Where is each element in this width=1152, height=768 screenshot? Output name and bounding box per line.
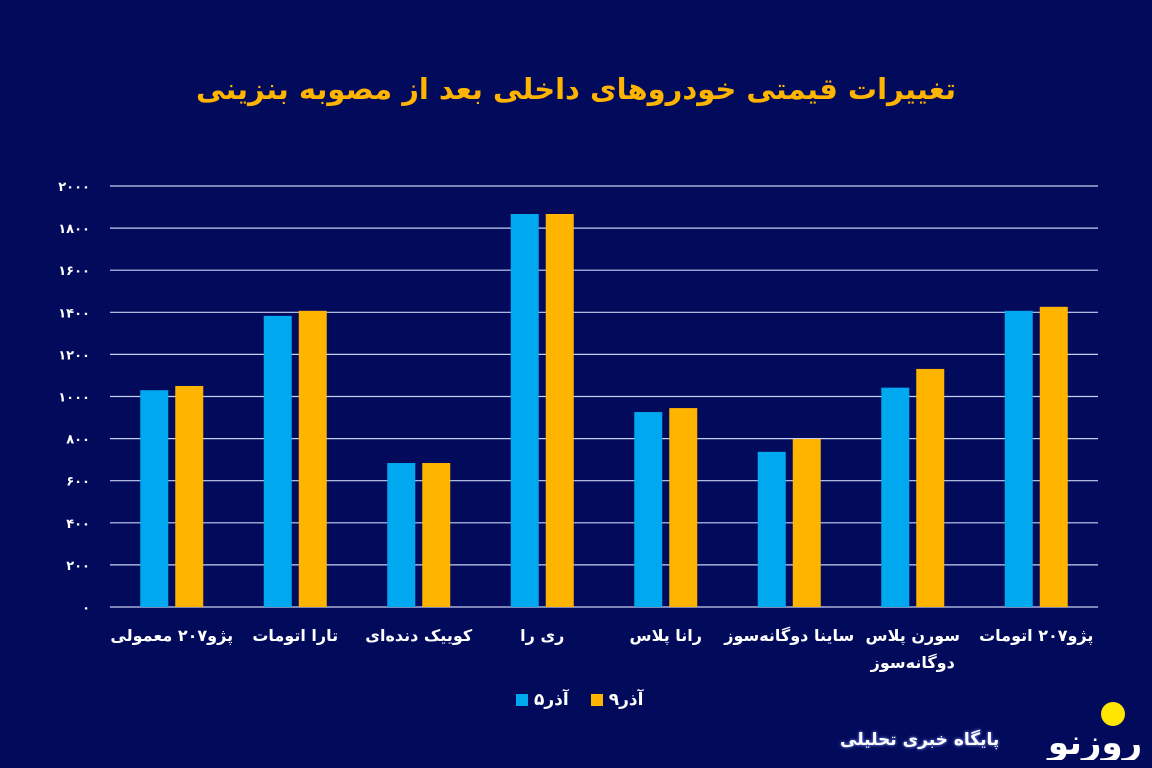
legend: ۵آذر ۹آذر: [516, 690, 643, 710]
x-tick-label: ری را: [520, 626, 564, 645]
bar: [792, 439, 821, 607]
y-tick-label: ۰: [82, 601, 90, 616]
svg-text:روزنو: روزنو: [1046, 723, 1142, 760]
legend-swatch-orange: [590, 694, 603, 706]
bar: [422, 463, 451, 607]
bar: [669, 408, 698, 607]
x-tick-label: پژو۲۰۷ معمولی: [110, 626, 233, 646]
bar: [387, 463, 416, 607]
y-tick-label: ۱۶۰۰: [58, 264, 90, 279]
bar: [881, 387, 910, 607]
y-tick-label: ۴۰۰: [66, 517, 90, 532]
bar: [263, 315, 292, 607]
x-tick-label: ساینا دوگانه‌سوز: [723, 626, 854, 645]
y-tick-label: ۸۰۰: [66, 433, 90, 448]
y-tick-label: ۱۸۰۰: [58, 222, 90, 237]
bar: [916, 368, 945, 607]
bar: [298, 310, 327, 607]
x-tick-label: رانا پلاس: [629, 626, 702, 646]
bar: [634, 412, 663, 607]
legend-label: ۹آذر: [608, 690, 644, 710]
logo-tagline: پایگاه خبری تحلیلی: [840, 730, 1000, 750]
bar: [140, 390, 169, 607]
bar: [510, 213, 539, 607]
bar: [175, 385, 204, 607]
logo-icon: روزنو: [1046, 702, 1142, 760]
legend-item-series-2: ۹آذر: [590, 690, 644, 710]
bar: [1004, 310, 1033, 607]
x-tick-label: سورن پلاس: [866, 626, 960, 646]
y-tick-label: ۲۰۰۰: [58, 180, 90, 195]
legend-label: ۵آذر: [534, 690, 569, 710]
x-tick-label: پژو۲۰۷ اتومات: [979, 626, 1093, 646]
y-tick-label: ۲۰۰: [66, 559, 90, 574]
y-tick-label: ۱۰۰۰: [58, 391, 90, 406]
x-tick-label: دوگانه‌سوز: [870, 653, 955, 672]
y-tick-label: ۱۲۰۰: [58, 348, 90, 363]
legend-swatch-blue: [516, 694, 528, 706]
y-tick-label: ۱۴۰۰: [58, 306, 90, 321]
x-tick-label: تارا اتومات: [252, 626, 338, 645]
legend-item-series-1: ۵آذر: [516, 690, 569, 710]
bar: [1039, 306, 1068, 607]
chart-title: تغییرات قیمتی خودروهای داخلی بعد از مصوب…: [195, 72, 956, 106]
bar: [757, 451, 786, 607]
y-tick-label: ۶۰۰: [66, 475, 90, 490]
x-tick-label: کوییک دنده‌ای: [365, 626, 473, 645]
bar: [545, 213, 574, 607]
